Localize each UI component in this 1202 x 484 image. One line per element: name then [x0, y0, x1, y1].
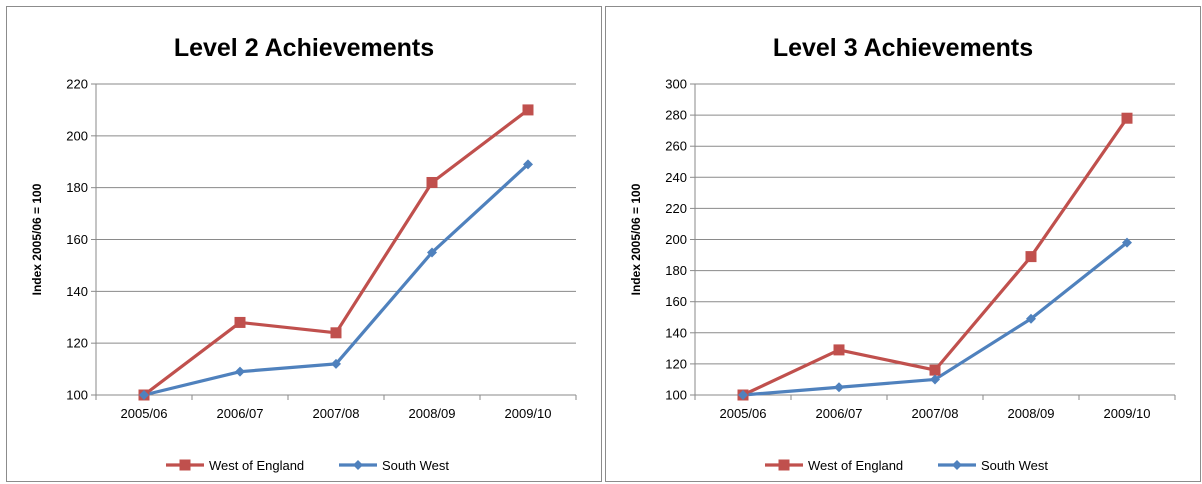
y-tick-label: 160: [665, 294, 687, 309]
x-tick-label: 2008/09: [1008, 406, 1055, 421]
y-tick-label: 220: [665, 201, 687, 216]
legend-label: South West: [382, 458, 449, 473]
y-tick-label: 160: [66, 232, 88, 247]
legend-label: West of England: [808, 458, 903, 473]
series-line: [143, 108, 529, 397]
data-point: [929, 364, 941, 376]
x-tick-label: 2008/09: [409, 406, 456, 421]
x-tick-label: 2009/10: [505, 406, 552, 421]
x-tick-label: 2007/08: [912, 406, 959, 421]
y-axis-label: Index 2005/06 = 100: [30, 183, 44, 295]
level-3-chart: Level 3 Achievements 100 120 140 160 180 200 22…: [629, 34, 1176, 473]
data-point: [426, 176, 438, 188]
x-tick-label: 2007/08: [313, 406, 360, 421]
data-point: [523, 159, 533, 170]
y-axis-label: Index 2005/06 = 100: [629, 183, 643, 295]
y-tick-label: 280: [665, 108, 687, 123]
data-point: [833, 344, 845, 356]
y-tick-label: 260: [665, 139, 687, 154]
y-tick-label: 200: [665, 232, 687, 247]
y-tick-label: 300: [665, 77, 687, 92]
series-line: [742, 117, 1129, 397]
data-point: [234, 316, 246, 328]
level-2-chart: Level 2 Achievements 100 120 140 160 180 200 22…: [30, 34, 577, 473]
y-tick-label: 220: [66, 77, 88, 92]
data-point: [235, 366, 245, 377]
data-point: [330, 327, 342, 339]
legend-marker: [179, 459, 191, 471]
x-tick-label: 2005/06: [121, 406, 168, 421]
y-tick-label: 180: [665, 263, 687, 278]
data-point: [1026, 313, 1036, 324]
data-point: [834, 382, 844, 393]
y-tick-label: 180: [66, 180, 88, 195]
y-tick-label: 120: [66, 336, 88, 351]
data-point: [1025, 251, 1037, 263]
y-tick-label: 120: [665, 356, 687, 371]
y-tick-label: 140: [66, 284, 88, 299]
chart-panel-level-2: Level 2 Achievements 100 120 140 160 180 200 22…: [6, 6, 602, 482]
data-point: [1122, 237, 1132, 248]
chart-panel-level-3: Level 3 Achievements 100 120 140 160 180 200 22…: [605, 6, 1201, 482]
data-point: [930, 374, 940, 385]
data-point: [427, 247, 437, 258]
x-tick-label: 2005/06: [720, 406, 767, 421]
legend-marker: [353, 460, 363, 470]
y-tick-label: 140: [665, 325, 687, 340]
x-tick-label: 2006/07: [816, 406, 863, 421]
data-point: [738, 390, 748, 400]
data-point: [139, 390, 149, 400]
legend-marker: [778, 459, 790, 471]
x-tick-label: 2006/07: [217, 406, 264, 421]
data-point: [331, 358, 341, 369]
y-tick-label: 200: [66, 128, 88, 143]
data-point: [1121, 112, 1133, 124]
y-tick-label: 100: [665, 388, 687, 403]
y-tick-label: 240: [665, 170, 687, 185]
legend-marker: [952, 460, 962, 470]
legend-label: West of England: [209, 458, 304, 473]
legend-label: South West: [981, 458, 1048, 473]
x-tick-label: 2009/10: [1104, 406, 1151, 421]
data-point: [522, 104, 534, 116]
chart-title: Level 3 Achievements: [773, 34, 1033, 62]
y-tick-label: 100: [66, 388, 88, 403]
chart-title: Level 2 Achievements: [174, 34, 434, 62]
